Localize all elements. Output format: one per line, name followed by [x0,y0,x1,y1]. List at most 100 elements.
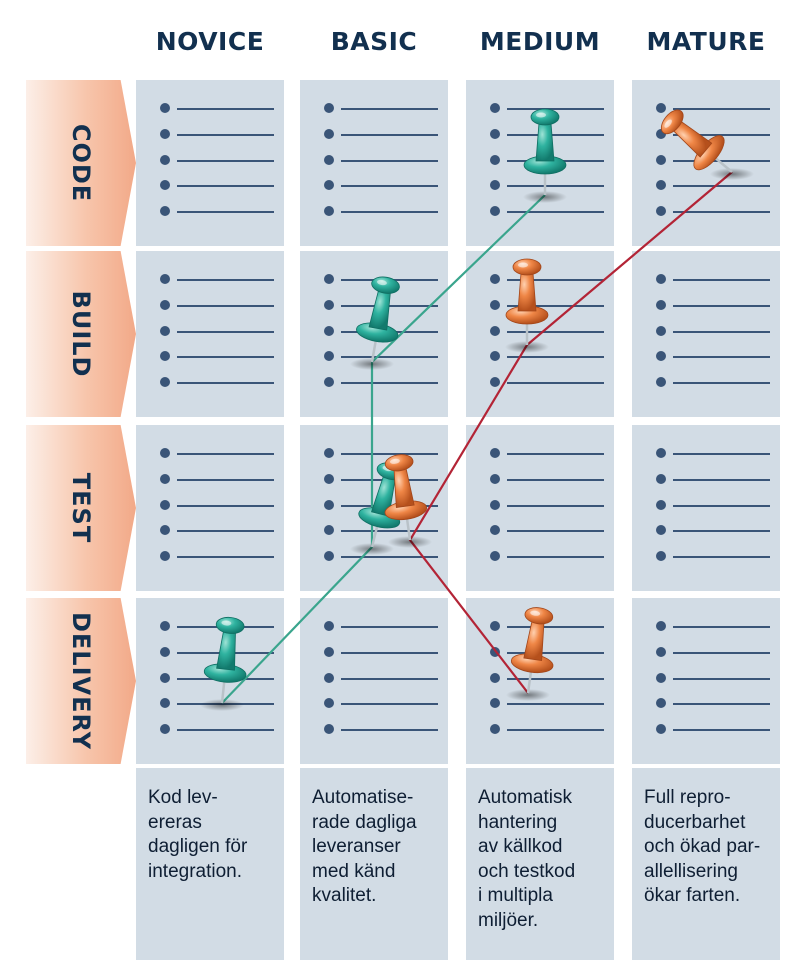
bullet-dot [490,155,500,165]
bullet-rule [507,279,604,281]
bullet-dot [324,551,334,561]
bullet-dot [656,155,666,165]
bullet-line [324,103,438,113]
bullet-line [656,647,770,657]
bullet-rule [507,556,604,558]
bullet-dot [324,351,334,361]
bullet-rule [177,556,274,558]
bullet-dot [160,448,170,458]
bullet-line [656,500,770,510]
bullet-line [160,155,274,165]
bullet-line [324,448,438,458]
cell-code-novice [136,80,284,246]
bullet-dot [160,698,170,708]
bullet-dot [656,129,666,139]
bullet-rule [673,505,770,507]
row-arrow-test: TEST [26,425,136,591]
bullet-line [656,551,770,561]
bullet-dot [656,274,666,284]
bullet-rule [177,108,274,110]
bullet-line [490,274,604,284]
bullet-dot [160,551,170,561]
bullet-rule [341,279,438,281]
bullet-dot [324,155,334,165]
cell-delivery-novice [136,598,284,764]
bullet-rule [673,626,770,628]
bullet-line [656,155,770,165]
description-line: Full repro- [644,787,731,808]
description-line: ereras [148,811,202,833]
bullet-rule [341,453,438,455]
bullet-dot [160,129,170,139]
bullet-rule [341,108,438,110]
bullet-line [656,300,770,310]
bullet-line [324,673,438,683]
bullet-dot [160,621,170,631]
bullet-rule [341,382,438,384]
cell-delivery-basic [300,598,448,764]
bullet-line [324,474,438,484]
bullet-line [490,474,604,484]
bullet-dot [160,180,170,190]
bullet-dot [656,698,666,708]
bullet-dot [324,274,334,284]
cell-test-basic [300,425,448,591]
bullet-line [160,551,274,561]
bullet-line [324,621,438,631]
bullet-rule [177,453,274,455]
bullet-line [324,647,438,657]
bullet-line [160,448,274,458]
description-box-mature: Full repro-ducerbarhet och ökad par-allel… [632,768,780,960]
bullet-dot [324,129,334,139]
description-line: Automatisk [478,787,572,808]
bullet-rule [177,382,274,384]
description-line: integration. [148,860,243,882]
bullet-rule [507,453,604,455]
bullet-rule [507,331,604,333]
bullet-line [160,377,274,387]
bullet-rule [177,279,274,281]
bullet-line [160,300,274,310]
bullet-rule [177,356,274,358]
bullet-line [656,103,770,113]
bullet-rule [177,305,274,307]
description-line: Automatise- [312,787,414,808]
bullet-line [656,274,770,284]
bullet-line [160,180,274,190]
bullet-line [490,103,604,113]
bullet-line [160,500,274,510]
bullet-rule [673,678,770,680]
bullet-dot [160,300,170,310]
bullet-line [160,621,274,631]
description-line: och testkod [478,860,576,882]
bullet-dot [656,103,666,113]
bullet-dot [160,647,170,657]
bullet-line [160,525,274,535]
bullet-rule [673,703,770,705]
bullet-rule [177,160,274,162]
column-header-basic: BASIC [330,27,418,56]
bullet-rule [507,479,604,481]
row-label-build: BUILD [67,290,95,378]
bullet-rule [177,185,274,187]
bullet-line [490,326,604,336]
bullet-dot [656,621,666,631]
bullet-dot [324,206,334,216]
bullet-line [656,698,770,708]
bullet-rule [673,356,770,358]
bullet-rule [341,678,438,680]
bullet-dot [324,673,334,683]
bullet-dot [490,698,500,708]
bullet-rule [507,505,604,507]
bullet-rule [177,331,274,333]
bullet-rule [673,279,770,281]
bullet-dot [656,724,666,734]
bullet-line [656,621,770,631]
bullet-line [490,206,604,216]
bullet-rule [673,453,770,455]
bullet-line [490,129,604,139]
bullet-rule [673,652,770,654]
bullet-line [324,377,438,387]
bullet-dot [160,525,170,535]
bullet-rule [673,134,770,136]
